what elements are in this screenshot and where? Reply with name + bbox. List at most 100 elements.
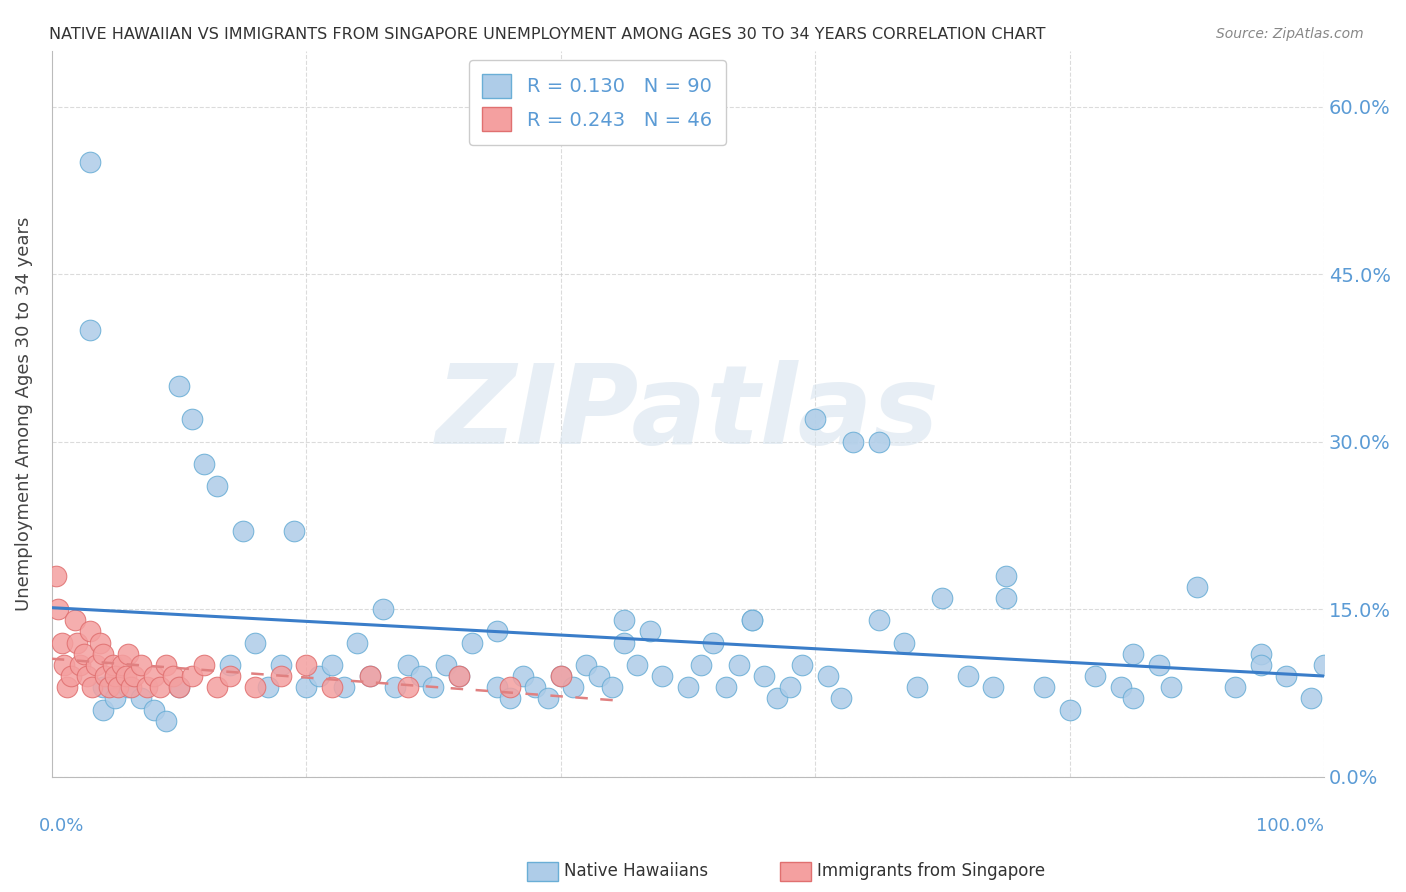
Point bbox=[232, 524, 254, 538]
Point bbox=[257, 680, 280, 694]
Point bbox=[107, 680, 129, 694]
Point bbox=[754, 669, 776, 683]
Point bbox=[101, 657, 124, 672]
Point bbox=[779, 680, 801, 694]
Point bbox=[575, 657, 598, 672]
Point bbox=[499, 691, 522, 706]
Point bbox=[1033, 680, 1056, 694]
Point bbox=[89, 635, 111, 649]
Point bbox=[53, 657, 76, 672]
Point bbox=[56, 680, 79, 694]
Point bbox=[651, 669, 673, 683]
Point bbox=[270, 669, 292, 683]
Point bbox=[245, 680, 267, 694]
Point bbox=[94, 669, 117, 683]
Point bbox=[1275, 669, 1298, 683]
Point bbox=[766, 691, 789, 706]
Point bbox=[1109, 680, 1132, 694]
Point bbox=[995, 568, 1018, 582]
Point bbox=[295, 657, 318, 672]
Point bbox=[104, 691, 127, 706]
Point bbox=[512, 669, 534, 683]
Point bbox=[205, 479, 228, 493]
Point bbox=[155, 657, 177, 672]
Point bbox=[893, 635, 915, 649]
Point bbox=[333, 680, 356, 694]
Point bbox=[321, 657, 343, 672]
Point bbox=[830, 691, 852, 706]
Point bbox=[129, 657, 152, 672]
Point bbox=[308, 669, 330, 683]
Point bbox=[346, 635, 368, 649]
Point bbox=[162, 669, 184, 683]
Point bbox=[76, 669, 98, 683]
Text: ZIPatlas: ZIPatlas bbox=[436, 360, 939, 467]
Point bbox=[1160, 680, 1182, 694]
Point bbox=[741, 613, 763, 627]
Point bbox=[104, 669, 127, 683]
Point bbox=[562, 680, 585, 694]
Point bbox=[193, 457, 215, 471]
Point bbox=[804, 412, 827, 426]
Point bbox=[84, 657, 107, 672]
Point bbox=[82, 680, 104, 694]
Point bbox=[1147, 657, 1170, 672]
Point bbox=[66, 635, 89, 649]
Point bbox=[69, 657, 91, 672]
Point bbox=[359, 669, 381, 683]
Point bbox=[868, 434, 890, 449]
Point bbox=[46, 602, 69, 616]
Point bbox=[422, 680, 444, 694]
Point bbox=[117, 680, 139, 694]
Point bbox=[167, 378, 190, 392]
Point bbox=[91, 647, 114, 661]
Point bbox=[626, 657, 648, 672]
Point bbox=[124, 669, 146, 683]
Point bbox=[1122, 691, 1144, 706]
Point bbox=[741, 613, 763, 627]
Point bbox=[91, 680, 114, 694]
Point bbox=[995, 591, 1018, 605]
Point bbox=[104, 669, 127, 683]
Point bbox=[155, 714, 177, 728]
Point bbox=[842, 434, 865, 449]
Point bbox=[600, 680, 623, 694]
Point bbox=[120, 680, 142, 694]
Point bbox=[79, 323, 101, 337]
Point bbox=[447, 669, 470, 683]
Point bbox=[321, 680, 343, 694]
Point bbox=[91, 703, 114, 717]
Point bbox=[1223, 680, 1246, 694]
Text: Source: ZipAtlas.com: Source: ZipAtlas.com bbox=[1216, 27, 1364, 41]
Text: NATIVE HAWAIIAN VS IMMIGRANTS FROM SINGAPORE UNEMPLOYMENT AMONG AGES 30 TO 34 YE: NATIVE HAWAIIAN VS IMMIGRANTS FROM SINGA… bbox=[49, 27, 1046, 42]
Point bbox=[689, 657, 711, 672]
Point bbox=[1250, 647, 1272, 661]
Point bbox=[180, 412, 202, 426]
Point bbox=[219, 657, 242, 672]
Point bbox=[142, 703, 165, 717]
Point bbox=[727, 657, 749, 672]
Point bbox=[613, 635, 636, 649]
Point bbox=[499, 680, 522, 694]
Point bbox=[588, 669, 610, 683]
Point bbox=[45, 568, 67, 582]
Point bbox=[792, 657, 814, 672]
Text: Native Hawaiians: Native Hawaiians bbox=[564, 863, 709, 880]
Point bbox=[371, 602, 394, 616]
Point bbox=[180, 669, 202, 683]
Point bbox=[79, 624, 101, 639]
Point bbox=[79, 155, 101, 169]
Point bbox=[486, 624, 509, 639]
Y-axis label: Unemployment Among Ages 30 to 34 years: Unemployment Among Ages 30 to 34 years bbox=[15, 217, 32, 611]
Point bbox=[193, 657, 215, 672]
Point bbox=[550, 669, 572, 683]
Point bbox=[702, 635, 724, 649]
Point bbox=[142, 669, 165, 683]
Point bbox=[1122, 647, 1144, 661]
Point bbox=[129, 691, 152, 706]
Point bbox=[51, 635, 73, 649]
Point bbox=[714, 680, 737, 694]
Point bbox=[136, 680, 159, 694]
Point bbox=[72, 647, 94, 661]
Legend: R = 0.130   N = 90, R = 0.243   N = 46: R = 0.130 N = 90, R = 0.243 N = 46 bbox=[468, 61, 725, 145]
